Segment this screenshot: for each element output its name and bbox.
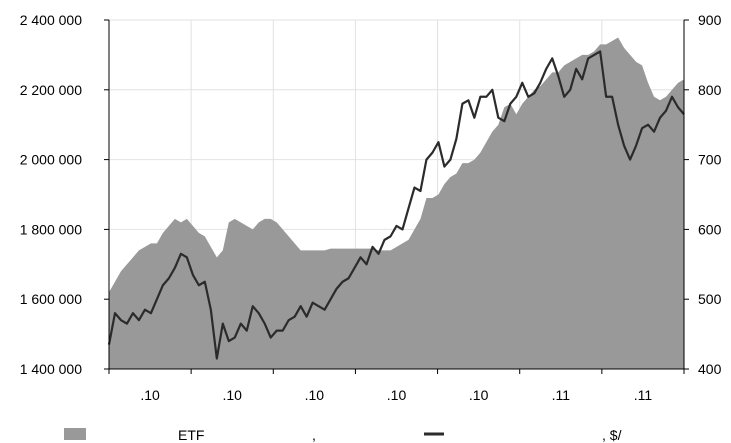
y-tick-label-right: 700 [698,152,722,168]
labels-layer: 1 400 000 1 600 000 1 800 000 2 000 000 2 20… [20,12,722,403]
line-layer [107,50,685,360]
y-tick-label-right: 600 [698,221,722,237]
x-tick-label: .10 [469,387,489,403]
y-tick-label-left: 2 000 000 [20,152,82,168]
y-tick-label-left: 2 200 000 [20,82,82,98]
x-tick-label: .11 [552,387,571,403]
area-layer [109,37,684,369]
x-tick-label: .11 [634,387,653,403]
y-tick-label-left: 1 800 000 [20,221,82,237]
y-tick-label-right: 900 [698,12,722,28]
x-tick-label: .10 [387,387,407,403]
axes-layer [104,19,689,374]
legend-label-area-extra: , [312,427,316,443]
legend: ETF, , $/ [64,427,622,443]
y-tick-label-right: 500 [698,291,722,307]
x-tick-label: .10 [222,387,242,403]
y-tick-label-right: 800 [698,82,722,98]
area-series [109,37,684,369]
y-tick-label-right: 400 [698,361,722,377]
x-tick-label: .10 [305,387,325,403]
legend-swatch-area [64,428,86,440]
line-series [107,50,685,360]
legend-label-line: , $/ [602,427,622,443]
x-tick-label: .10 [140,387,160,403]
y-tick-label-left: 1 400 000 [20,361,82,377]
y-tick-label-left: 2 400 000 [20,12,82,28]
legend-label-area: ETF [178,427,204,443]
y-tick-label-left: 1 600 000 [20,291,82,307]
